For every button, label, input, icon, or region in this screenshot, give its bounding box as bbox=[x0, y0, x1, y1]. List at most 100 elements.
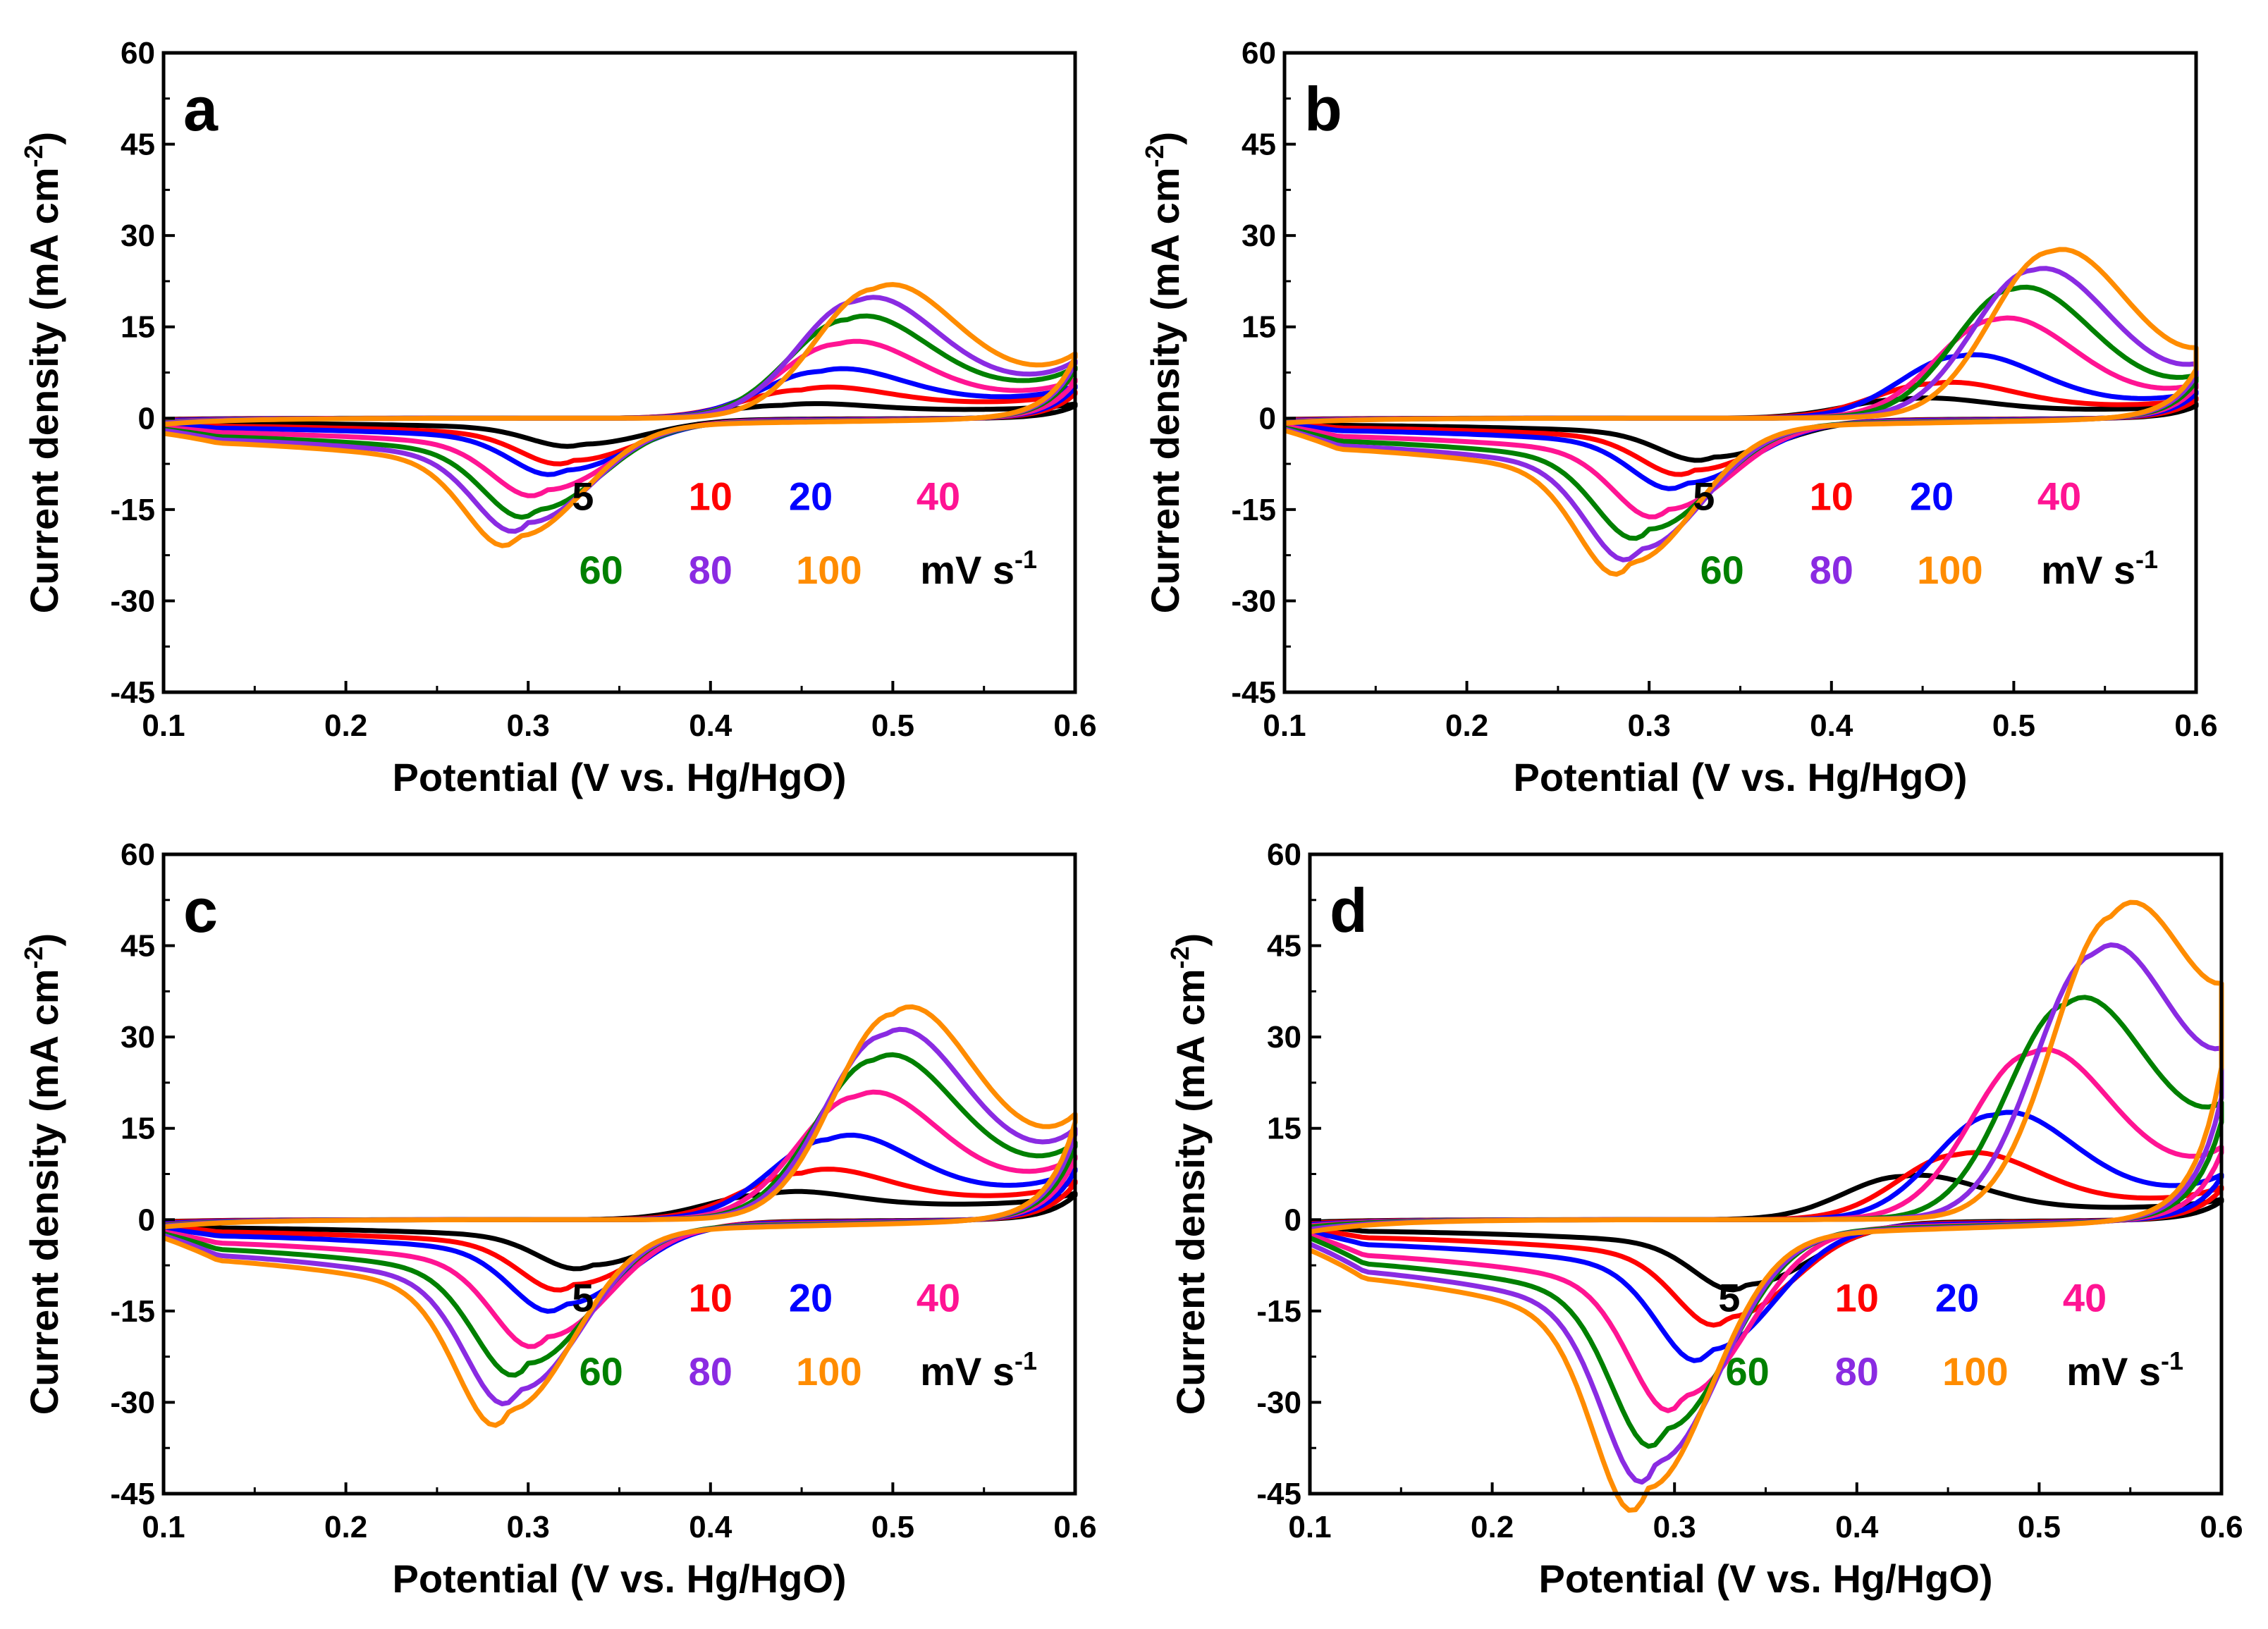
legend-unit: mV s-1 bbox=[920, 545, 1037, 592]
panel-letter: b bbox=[1304, 74, 1342, 144]
y-tick-label: -30 bbox=[1256, 1385, 1301, 1420]
legend: 5 10 20 40 60 80 100 mV s-1 bbox=[1718, 1276, 2183, 1394]
y-axis-label: Current density (mA cm-2) bbox=[1165, 933, 1213, 1415]
legend-item-80: 80 bbox=[689, 1349, 732, 1394]
legend-item-40: 40 bbox=[917, 474, 960, 519]
y-tick-label: -15 bbox=[1231, 493, 1276, 527]
x-tick-label: 0.1 bbox=[1263, 708, 1306, 743]
panel-letter: a bbox=[183, 74, 219, 144]
y-tick-label: 0 bbox=[138, 401, 155, 436]
panel-a: 0.1 0.2 0.3 0.4 0.5 0.6 60 45 30 15 0 -15 -30 -45 Pote… bbox=[19, 36, 1097, 799]
y-axis-label: Current density (mA cm-2) bbox=[19, 933, 66, 1415]
y-tick-label: -15 bbox=[110, 1294, 155, 1329]
y-tick-label: 15 bbox=[121, 310, 155, 345]
y-tick-label: -45 bbox=[1256, 1477, 1301, 1511]
x-axis-label: Potential (V vs. Hg/HgO) bbox=[1538, 1556, 1992, 1601]
legend-item-5: 5 bbox=[1693, 474, 1715, 519]
legend-item-20: 20 bbox=[789, 474, 833, 519]
x-tick-label: 0.5 bbox=[1992, 708, 2035, 743]
x-tick-label: 0.5 bbox=[871, 708, 914, 743]
x-tick-label: 0.2 bbox=[1471, 1510, 1514, 1544]
y-tick-label: 60 bbox=[121, 36, 155, 70]
legend-item-10: 10 bbox=[1810, 474, 1853, 519]
x-tick-label: 0.4 bbox=[689, 1510, 732, 1544]
y-tick-label: -30 bbox=[1231, 584, 1276, 618]
x-tick-label: 0.3 bbox=[1653, 1510, 1696, 1544]
legend-item-60: 60 bbox=[1725, 1349, 1769, 1394]
legend-item-60: 60 bbox=[579, 548, 623, 592]
x-tick-label: 0.4 bbox=[1835, 1510, 1879, 1544]
x-axis-label: Potential (V vs. Hg/HgO) bbox=[392, 755, 846, 799]
y-tick-label: 60 bbox=[121, 837, 155, 872]
y-tick-label: -45 bbox=[110, 675, 155, 710]
plot-frame bbox=[161, 852, 1077, 1496]
legend-item-10: 10 bbox=[689, 474, 732, 519]
legend-item-80: 80 bbox=[1835, 1349, 1879, 1394]
x-tick-label: 0.5 bbox=[2018, 1510, 2061, 1544]
x-tick-label: 0.1 bbox=[142, 708, 185, 743]
legend-item-60: 60 bbox=[1700, 548, 1743, 592]
y-tick-label: 45 bbox=[121, 929, 155, 964]
y-tick-label: 30 bbox=[121, 219, 155, 253]
x-tick-label: 0.2 bbox=[324, 708, 367, 743]
y-tick-label: -45 bbox=[110, 1477, 155, 1511]
y-tick-label: 15 bbox=[1242, 310, 1276, 345]
x-tick-label: 0.3 bbox=[1628, 708, 1671, 743]
panel-b: 0.1 0.2 0.3 0.4 0.5 0.6 60 45 30 15 0 -15 -30 -45 Pote… bbox=[1140, 36, 2218, 799]
y-tick-label: -30 bbox=[110, 1385, 155, 1420]
x-tick-label: 0.6 bbox=[1053, 708, 1096, 743]
x-tick-label: 0.2 bbox=[1445, 708, 1488, 743]
legend-item-5: 5 bbox=[572, 474, 594, 519]
panel-letter: d bbox=[1330, 875, 1368, 945]
legend-item-5: 5 bbox=[572, 1276, 594, 1320]
x-tick-label: 0.3 bbox=[507, 708, 550, 743]
legend-item-10: 10 bbox=[1835, 1276, 1879, 1320]
y-tick-label: 30 bbox=[1267, 1020, 1301, 1055]
y-tick-label: -30 bbox=[110, 584, 155, 618]
y-tick-label: 15 bbox=[121, 1112, 155, 1146]
legend-item-20: 20 bbox=[1935, 1276, 1979, 1320]
y-tick-label: -15 bbox=[110, 493, 155, 527]
x-tick-label: 0.3 bbox=[507, 1510, 550, 1544]
legend-item-100: 100 bbox=[1917, 548, 1982, 592]
x-tick-label: 0.4 bbox=[689, 708, 732, 743]
legend-unit: mV s-1 bbox=[2066, 1346, 2183, 1394]
x-tick-label: 0.2 bbox=[324, 1510, 367, 1544]
y-tick-label: 45 bbox=[121, 128, 155, 162]
y-tick-label: 45 bbox=[1267, 929, 1301, 964]
legend-item-40: 40 bbox=[2063, 1276, 2107, 1320]
y-tick-label: 60 bbox=[1242, 36, 1276, 70]
legend-item-5: 5 bbox=[1718, 1276, 1740, 1320]
y-tick-label: 0 bbox=[1285, 1203, 1301, 1237]
legend-unit: mV s-1 bbox=[2041, 545, 2158, 592]
series-60-line bbox=[163, 1052, 1078, 1378]
y-tick-label: 0 bbox=[1259, 401, 1276, 436]
legend-item-20: 20 bbox=[1910, 474, 1954, 519]
series-5-line bbox=[163, 1188, 1078, 1272]
series-20-line bbox=[1309, 1109, 2224, 1363]
x-axis-label: Potential (V vs. Hg/HgO) bbox=[392, 1556, 846, 1601]
y-tick-label: -45 bbox=[1231, 675, 1276, 710]
x-tick-label: 0.5 bbox=[871, 1510, 914, 1544]
legend: 5 10 20 40 60 80 100 mV s-1 bbox=[572, 474, 1037, 592]
x-tick-label: 0.1 bbox=[1288, 1510, 1331, 1544]
y-tick-label: 30 bbox=[121, 1020, 155, 1055]
legend-item-10: 10 bbox=[689, 1276, 732, 1320]
y-tick-label: -15 bbox=[1256, 1294, 1301, 1329]
panel-d: 0.1 0.2 0.3 0.4 0.5 0.6 60 45 30 15 0 -15 -30 -45 Pote… bbox=[1165, 837, 2243, 1601]
legend-item-100: 100 bbox=[796, 548, 862, 592]
legend-item-20: 20 bbox=[789, 1276, 833, 1320]
x-tick-label: 0.6 bbox=[1053, 1510, 1096, 1544]
y-axis-label: Current density (mA cm-2) bbox=[1140, 132, 1187, 613]
legend: 5 10 20 40 60 80 100 mV s-1 bbox=[572, 1276, 1037, 1394]
x-tick-label: 0.6 bbox=[2200, 1510, 2243, 1544]
legend-item-80: 80 bbox=[689, 548, 732, 592]
legend-item-40: 40 bbox=[2037, 474, 2081, 519]
legend-item-60: 60 bbox=[579, 1349, 623, 1394]
y-axis-label: Current density (mA cm-2) bbox=[19, 132, 66, 613]
y-tick-label: 0 bbox=[138, 1203, 155, 1237]
series-group bbox=[1308, 899, 2224, 1513]
x-axis-label: Potential (V vs. Hg/HgO) bbox=[1513, 755, 1967, 799]
y-tick-label: 60 bbox=[1267, 837, 1301, 872]
